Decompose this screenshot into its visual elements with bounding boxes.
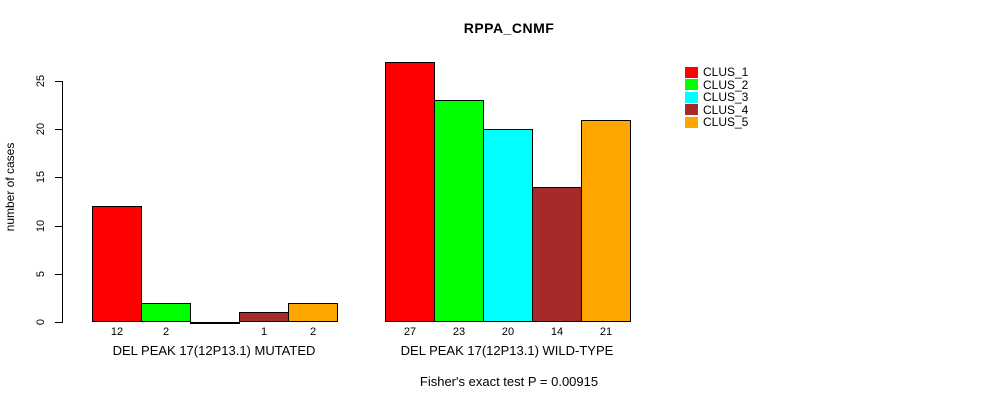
y-axis-line	[62, 81, 63, 323]
bar-clus_5-group2	[581, 120, 631, 322]
y-axis-title: number of cases	[3, 142, 17, 232]
legend-label: CLUS_2	[703, 77, 749, 92]
y-axis-tick-label: 25	[35, 74, 47, 88]
legend-label: CLUS_1	[703, 65, 749, 80]
legend-item-clus_4: CLUS_4	[685, 104, 748, 117]
group-label: DEL PEAK 17(12P13.1) WILD-TYPE	[400, 343, 614, 358]
legend-swatch-icon	[685, 79, 698, 91]
bar-value-label: 23	[452, 326, 466, 338]
bar-clus_4-group1	[239, 312, 289, 322]
y-axis-tick-label: 15	[35, 170, 47, 184]
y-axis-tick-label: 0	[35, 318, 47, 326]
bar-clus_1-group2	[385, 62, 435, 322]
bar-value-label: 2	[162, 326, 170, 338]
y-axis-tick-label: 10	[35, 219, 47, 233]
bar-clus_2-group1	[141, 303, 191, 322]
bar-value-label: 14	[550, 326, 564, 338]
bar-value-label: 21	[599, 326, 613, 338]
legend-swatch-icon	[685, 91, 698, 103]
legend-item-clus_2: CLUS_2	[685, 79, 748, 92]
bar-clus_5-group1	[288, 303, 338, 322]
legend-swatch-icon	[685, 116, 698, 128]
legend-item-clus_5: CLUS_5	[685, 116, 748, 129]
bar-value-label: 27	[403, 326, 417, 338]
group-label: DEL PEAK 17(12P13.1) MUTATED	[112, 343, 316, 358]
y-axis-tick	[55, 274, 62, 275]
legend-swatch-icon	[685, 104, 698, 116]
bar-clus_3-group1	[190, 322, 240, 324]
caption: Fisher's exact test P = 0.00915	[419, 374, 599, 389]
plot-title: RPPA_CNMF	[463, 20, 555, 36]
bar-clus_1-group1	[92, 206, 142, 322]
y-axis-tick	[55, 129, 62, 130]
bar-clus_3-group2	[483, 129, 533, 322]
legend-item-clus_3: CLUS_3	[685, 91, 748, 104]
y-axis-tick-label: 20	[35, 122, 47, 136]
y-axis-tick-label: 5	[35, 270, 47, 278]
y-axis-tick	[55, 81, 62, 82]
bar-value-label: 12	[110, 326, 124, 338]
bar-clus_4-group2	[532, 187, 582, 322]
legend-label: CLUS_3	[703, 90, 749, 105]
legend-item-clus_1: CLUS_1	[685, 66, 748, 79]
y-axis-tick	[55, 226, 62, 227]
y-axis-tick	[55, 177, 62, 178]
bar-value-label: 1	[260, 326, 268, 338]
legend-label: CLUS_5	[703, 115, 749, 130]
legend-label: CLUS_4	[703, 102, 749, 117]
bar-value-label: 20	[501, 326, 515, 338]
legend-swatch-icon	[685, 66, 698, 78]
legend: CLUS_1 CLUS_2 CLUS_3 CLUS_4 CLUS_5	[685, 66, 748, 129]
bar-clus_2-group2	[434, 100, 484, 322]
y-axis-tick	[55, 322, 62, 323]
bar-value-label: 2	[309, 326, 317, 338]
